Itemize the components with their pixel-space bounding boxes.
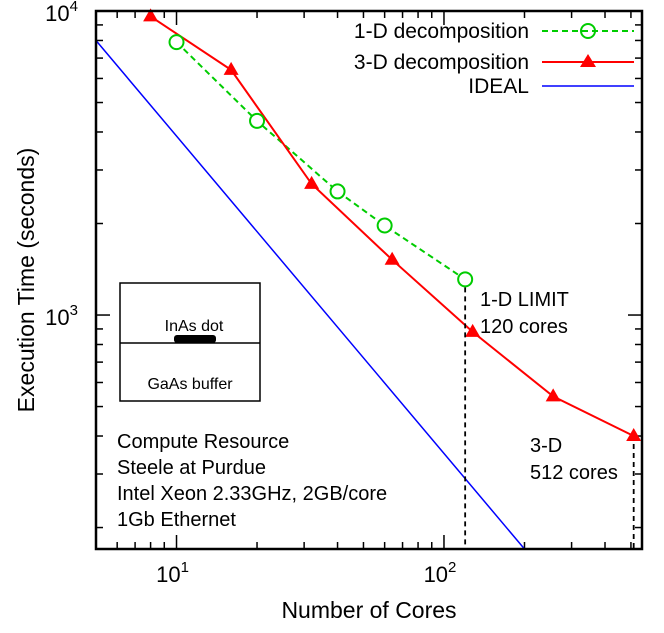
point-1d [457, 271, 474, 288]
point-3d [304, 175, 320, 189]
legend-label-3d: 3-D decomposition [354, 51, 529, 74]
x-tick-base: 10 [424, 562, 448, 587]
point-3d [384, 251, 400, 265]
point-3d [223, 61, 239, 75]
inset-bottom-label: GaAs buffer [147, 376, 233, 393]
y-tick-base: 10 [45, 305, 69, 330]
resource-line-1: Compute Resource [117, 431, 289, 453]
x-tick-label: 102 [424, 559, 457, 587]
legend: 1-D decomposition 3-D decomposition IDEA… [354, 20, 634, 98]
legend-label-1d: 1-D decomposition [354, 20, 529, 43]
compute-resource-annotation: Compute Resource Steele at Purdue Intel … [117, 431, 387, 531]
annotation-3d-limit-line1: 3-D [530, 435, 562, 457]
point-3d [143, 8, 159, 22]
series-1d-line [175, 41, 466, 281]
y-tick-base: 10 [45, 1, 69, 26]
point-3d [626, 428, 642, 442]
inset-structure-diagram: InAs dot GaAs buffer [119, 282, 261, 402]
y-tick-exponent: 3 [70, 302, 78, 319]
resource-line-2: Steele at Purdue [117, 457, 266, 479]
point-3d [545, 388, 561, 402]
series-ideal-line [95, 40, 526, 550]
y-axis-title: Execution Time (seconds) [13, 148, 39, 413]
y-tick-exponent: 4 [70, 0, 78, 15]
y-tick-label: 103 [45, 302, 78, 330]
resource-line-4: 1Gb Ethernet [117, 509, 236, 531]
legend-label-ideal: IDEAL [468, 75, 529, 98]
annotation-3d-limit-line2: 512 cores [530, 462, 618, 484]
x-tick-exponent: 2 [448, 559, 456, 576]
point-1d [376, 217, 393, 234]
x-axis-title: Number of Cores [281, 597, 456, 623]
point-1d [329, 183, 346, 200]
legend-marker-1d [580, 23, 596, 39]
resource-line-3: Intel Xeon 2.33GHz, 2GB/core [117, 483, 387, 505]
series-markers [143, 8, 642, 442]
inset-dot-shape [174, 335, 216, 343]
x-tick-base: 10 [156, 562, 180, 587]
y-tick-label: 104 [45, 0, 78, 26]
annotation-1d-limit-line1: 1-D LIMIT [480, 289, 569, 311]
point-1d [249, 112, 266, 129]
x-tick-exponent: 1 [181, 559, 189, 576]
legend-marker-3d [580, 54, 596, 67]
inset-top-label: InAs dot [165, 318, 224, 335]
plot-frame [94, 9, 644, 551]
point-3d [465, 323, 481, 337]
x-tick-label: 101 [156, 559, 189, 587]
annotation-1d-limit-line2: 120 cores [480, 316, 568, 338]
point-1d [168, 34, 185, 51]
